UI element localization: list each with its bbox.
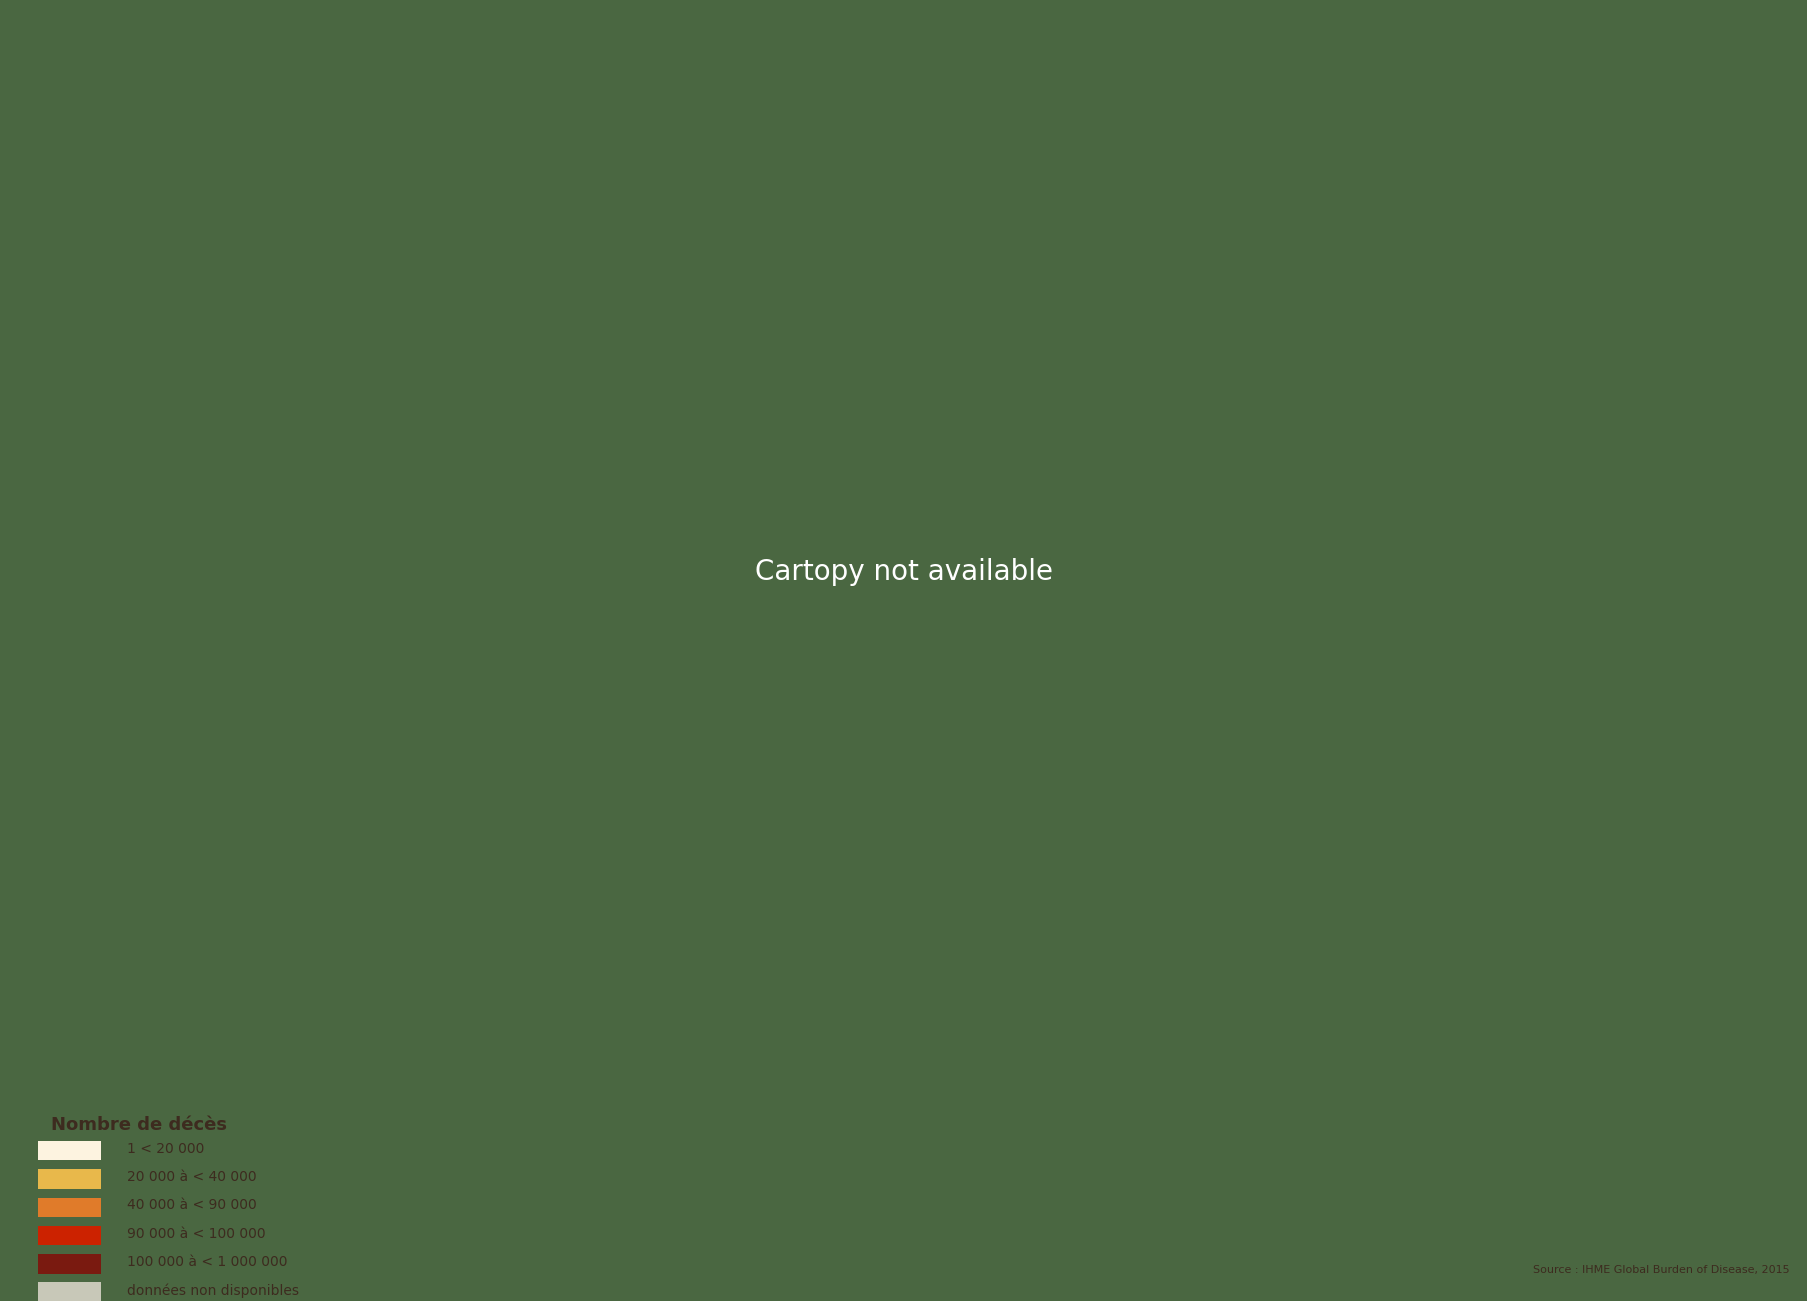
Text: Cartopy not available: Cartopy not available [755, 558, 1052, 587]
Text: 90 000 à < 100 000: 90 000 à < 100 000 [126, 1227, 266, 1241]
FancyBboxPatch shape [38, 1254, 101, 1274]
Text: Source : IHME Global Burden of Disease, 2015: Source : IHME Global Burden of Disease, … [1532, 1265, 1789, 1275]
FancyBboxPatch shape [38, 1197, 101, 1218]
Text: 40 000 à < 90 000: 40 000 à < 90 000 [126, 1198, 257, 1213]
Text: 100 000 à < 1 000 000: 100 000 à < 1 000 000 [126, 1255, 287, 1268]
Text: 1 < 20 000: 1 < 20 000 [126, 1142, 204, 1155]
FancyBboxPatch shape [38, 1141, 101, 1160]
Text: données non disponibles: données non disponibles [126, 1283, 298, 1297]
Text: Nombre de décès: Nombre de décès [51, 1116, 226, 1133]
FancyBboxPatch shape [38, 1283, 101, 1301]
FancyBboxPatch shape [38, 1226, 101, 1245]
FancyBboxPatch shape [38, 1170, 101, 1189]
Text: 20 000 à < 40 000: 20 000 à < 40 000 [126, 1170, 257, 1184]
